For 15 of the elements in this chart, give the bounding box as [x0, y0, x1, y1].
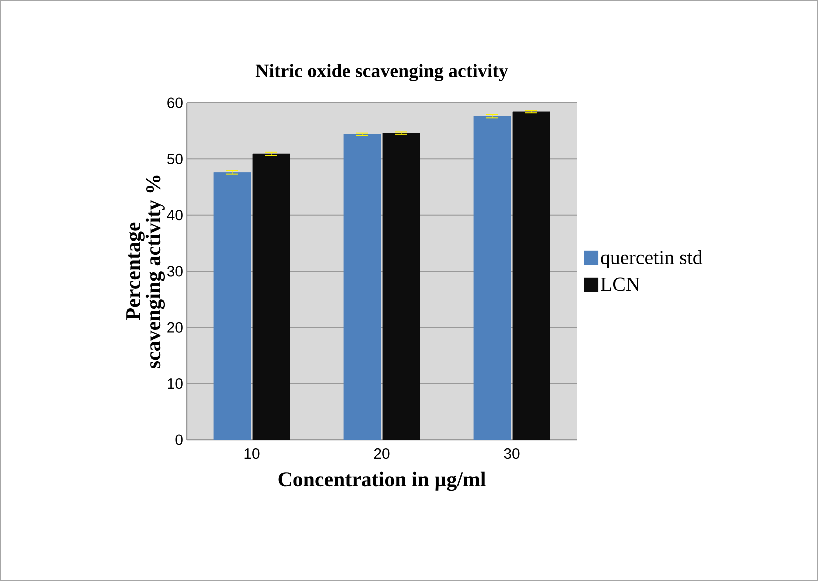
legend-label: LCN [601, 278, 640, 292]
y-axis-title: Percentage scavenging activity % [126, 176, 166, 368]
x-axis-title: Concentration in µg/ml [278, 472, 486, 492]
y-tick-label: 20 [168, 322, 183, 333]
x-tick-label: 20 [374, 448, 390, 460]
y-tick-label: 50 [167, 154, 183, 164]
x-tick-label: 30 [504, 448, 520, 460]
y-tick-label: 60 [168, 98, 183, 108]
chart-title: Nitric oxide scavenging activity [256, 64, 508, 82]
y-tick-label: 10 [168, 378, 183, 390]
x-tick-label: 10 [244, 448, 260, 460]
y-tick-label: 30 [167, 266, 183, 277]
legend-label: quercetin std [601, 250, 703, 269]
y-tick-label: 40 [167, 210, 183, 221]
y-tick-label: 0 [176, 434, 183, 446]
